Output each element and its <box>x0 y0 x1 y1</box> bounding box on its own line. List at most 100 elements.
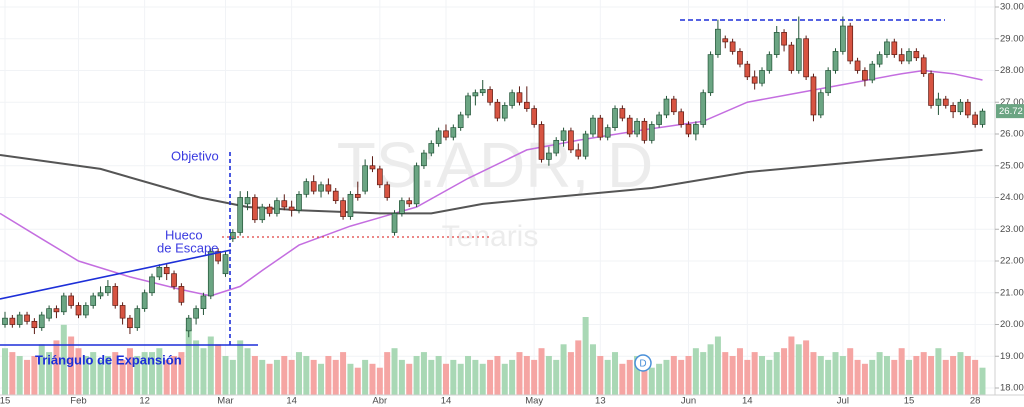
volume-bar <box>589 344 596 395</box>
y-tick-label: 22.00 <box>1000 256 1024 267</box>
y-tick-label: 28.00 <box>1000 65 1024 76</box>
volume-bar <box>788 336 795 395</box>
volume-bar <box>97 359 104 395</box>
candle-body <box>876 54 883 65</box>
y-tick-label: 18.00 <box>1000 383 1024 394</box>
watermark-name: Tenaris <box>442 220 539 253</box>
candle-body <box>97 292 104 297</box>
candle-body <box>215 251 221 262</box>
volume-bar <box>876 352 883 395</box>
volume-bar <box>729 356 736 395</box>
volume-bar <box>171 356 178 395</box>
x-tick-label: Jun <box>681 396 696 407</box>
volume-bar <box>957 352 964 395</box>
volume-bar <box>244 348 251 395</box>
candle-body <box>156 267 163 278</box>
y-tick-label: 19.00 <box>1000 351 1024 362</box>
volume-bar <box>303 356 310 395</box>
candle-body <box>200 295 207 309</box>
volume-bar <box>766 359 773 395</box>
volume-bar <box>193 340 200 395</box>
candle-body <box>884 41 890 55</box>
volume-bar <box>567 352 574 395</box>
candle-body <box>332 190 339 202</box>
volume-bar <box>24 359 31 395</box>
volume-bar <box>648 367 655 395</box>
volume-bar <box>516 352 523 395</box>
candle-body <box>847 25 854 62</box>
candle-body <box>252 197 258 221</box>
candle-body <box>281 200 288 208</box>
y-tick-label: 27.00 <box>1000 97 1024 108</box>
volume-bar <box>781 348 788 395</box>
candle-body <box>178 286 185 303</box>
volume-bar <box>678 359 685 395</box>
candle-body <box>950 105 956 113</box>
volume-bar <box>612 352 619 395</box>
candle-body <box>31 320 38 329</box>
volume-bar <box>898 348 905 395</box>
candle-body <box>641 120 648 141</box>
volume-bar <box>597 356 604 395</box>
candle-body <box>854 60 861 71</box>
volume-bar <box>273 359 280 395</box>
candle-body <box>222 254 229 275</box>
candle-body <box>751 76 758 84</box>
x-tick-label: Jul <box>837 396 849 407</box>
candle-body <box>90 295 97 306</box>
volume-bar <box>810 352 817 395</box>
volume-bar <box>964 356 971 395</box>
candle-body <box>788 44 795 71</box>
volume-bar <box>281 356 288 395</box>
candle-body <box>9 317 16 325</box>
volume-bar <box>634 356 641 395</box>
volume-bar <box>398 359 405 395</box>
volume-bar <box>332 359 339 395</box>
candle-body <box>376 168 383 186</box>
candle-body <box>906 51 912 62</box>
y-tick-label: 26.00 <box>1000 129 1024 140</box>
volume-bar <box>46 352 53 395</box>
volume-bar <box>354 367 361 395</box>
dividend-marker[interactable] <box>634 354 652 372</box>
volume-bar <box>465 356 472 395</box>
volume-bar <box>817 356 824 395</box>
volume-bar <box>714 336 721 395</box>
volume-bar <box>420 352 427 395</box>
candle-body <box>75 305 82 316</box>
x-tick-label: Feb <box>70 396 86 407</box>
candle-body <box>399 200 405 214</box>
volume-bar <box>479 363 486 395</box>
x-tick-label: 15 <box>904 396 915 407</box>
target-label: Objetivo <box>171 148 219 163</box>
candle-body <box>60 295 67 313</box>
x-tick-label: Abr <box>372 396 387 407</box>
volume-bar <box>163 359 170 395</box>
candle-body <box>560 130 567 141</box>
candle-body <box>700 92 707 125</box>
volume-bar <box>126 348 133 395</box>
volume-bar <box>384 352 391 395</box>
candle-layer <box>2 16 986 338</box>
volume-bar <box>847 348 854 395</box>
volume-layer <box>1 317 986 395</box>
volume-bar <box>531 359 538 395</box>
volume-bar <box>560 344 567 395</box>
candle-body <box>773 32 780 55</box>
volume-bar <box>744 359 751 395</box>
candle-body <box>590 117 596 135</box>
candle-body <box>744 63 751 78</box>
dividend-label[interactable]: D <box>639 359 646 370</box>
candle-body <box>2 317 8 325</box>
candle-body <box>546 152 552 160</box>
volume-bar <box>545 356 552 395</box>
candle-body <box>575 149 582 157</box>
candle-body <box>413 165 420 205</box>
volume-bar <box>16 356 23 395</box>
volume-bar <box>913 356 920 395</box>
candle-body <box>266 206 273 214</box>
volume-bar <box>178 352 185 395</box>
candle-body <box>509 92 515 106</box>
candle-body <box>619 108 626 119</box>
candle-body <box>229 232 236 240</box>
